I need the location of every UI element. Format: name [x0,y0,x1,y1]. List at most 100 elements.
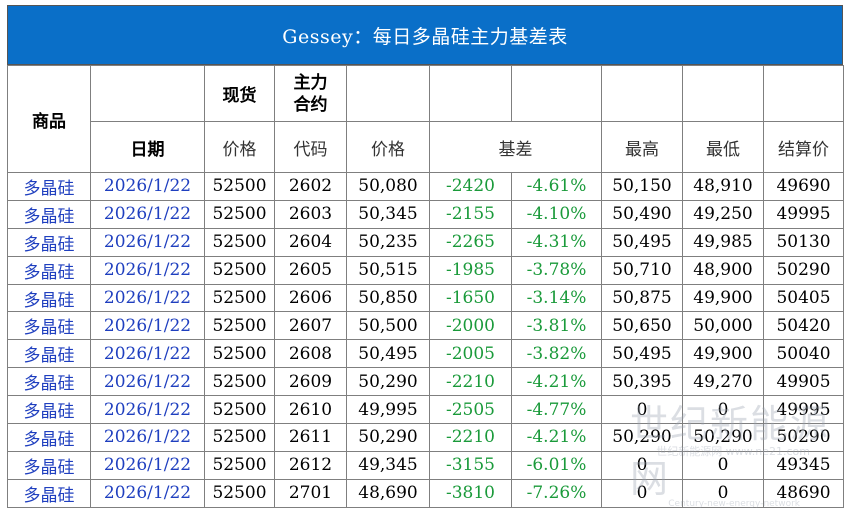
cell-date: 2026/1/22 [90,227,205,257]
cell-date: 2026/1/22 [90,478,205,508]
cell-spot: 52500 [204,450,275,480]
cell-low: 0 [682,450,764,480]
cell-high: 50,150 [601,172,683,201]
cell-basis: -3155 [429,450,512,480]
cell-spot: 52500 [204,199,275,229]
cell-date: 2026/1/22 [90,255,205,285]
cell-price: 50,345 [346,199,430,229]
cell-date: 2026/1/22 [90,423,205,452]
table-body: 多晶硅 2026/1/22 52500 2602 50,080 -2420 -4.61% 50… [7,172,844,508]
cell-high: 0 [601,450,683,480]
cell-code: 2607 [274,311,347,341]
cell-settle: 50290 [763,255,844,285]
cell-code: 2603 [274,199,347,229]
cell-settle: 49905 [763,367,844,397]
cell-date: 2026/1/22 [90,395,205,425]
cell-price: 50,500 [346,311,430,341]
cell-low: 49,985 [682,227,764,257]
cell-product: 多晶硅 [7,423,91,452]
header-row-top: 商品 现货 主力合约 [7,65,844,173]
cell-price: 49,995 [346,395,430,425]
header-high: 最高 [601,121,683,173]
cell-spot: 52500 [204,227,275,257]
cell-product: 多晶硅 [7,339,91,369]
cell-high: 0 [601,395,683,425]
cell-basis-pct: -6.01% [511,450,602,480]
header-main-contract: 主力合约 [274,65,347,122]
cell-low: 48,910 [682,172,764,201]
cell-code: 2610 [274,395,347,425]
cell-price: 50,850 [346,283,430,313]
cell-code: 2701 [274,478,347,508]
cell-high: 50,290 [601,423,683,452]
header-blank [682,65,764,122]
header-blank [90,65,205,122]
table-row: 多晶硅 2026/1/22 52500 2606 50,850 -1650 -3.14% 50… [7,283,844,313]
header-product: 商品 [7,65,91,173]
table-row: 多晶硅 2026/1/22 52500 2607 50,500 -2000 -3.81% 50… [7,311,844,341]
cell-product: 多晶硅 [7,283,91,313]
cell-basis: -2265 [429,227,512,257]
header-spot: 现货 [204,65,275,122]
cell-code: 2608 [274,339,347,369]
cell-product: 多晶硅 [7,395,91,425]
cell-settle: 48690 [763,478,844,508]
cell-settle: 49345 [763,450,844,480]
cell-high: 50,395 [601,367,683,397]
cell-code: 2602 [274,172,347,201]
header-settle: 结算价 [763,121,844,173]
cell-product: 多晶硅 [7,311,91,341]
table-row: 多晶硅 2026/1/22 52500 2605 50,515 -1985 -3.78% 50… [7,255,844,285]
cell-basis: -2000 [429,311,512,341]
cell-spot: 52500 [204,255,275,285]
cell-product: 多晶硅 [7,227,91,257]
cell-basis-pct: -7.26% [511,478,602,508]
cell-settle: 49690 [763,172,844,201]
cell-basis-pct: -4.21% [511,423,602,452]
header-low: 最低 [682,121,764,173]
cell-low: 49,270 [682,367,764,397]
cell-low: 0 [682,395,764,425]
basis-table: 商品 现货 主力合约 日期 价格 代码 价格 基差 最高 最低 结算价 多晶硅 2… [7,65,844,508]
cell-low: 0 [682,478,764,508]
cell-low: 49,900 [682,283,764,313]
cell-settle: 50040 [763,339,844,369]
cell-high: 50,875 [601,283,683,313]
cell-high: 0 [601,478,683,508]
cell-price: 50,290 [346,367,430,397]
cell-price: 50,495 [346,339,430,369]
cell-product: 多晶硅 [7,367,91,397]
header-price: 价格 [346,121,430,173]
cell-date: 2026/1/22 [90,199,205,229]
header-basis: 基差 [429,121,602,173]
cell-code: 2606 [274,283,347,313]
table-row: 多晶硅 2026/1/22 52500 2611 50,290 -2210 -4.21% 50… [7,423,844,452]
header-blank [601,65,683,122]
cell-spot: 52500 [204,172,275,201]
cell-basis: -1650 [429,283,512,313]
cell-product: 多晶硅 [7,478,91,508]
cell-date: 2026/1/22 [90,172,205,201]
table-title: Gessey：每日多晶硅主力基差表 [7,5,843,65]
cell-price: 48,690 [346,478,430,508]
cell-date: 2026/1/22 [90,450,205,480]
cell-basis: -2210 [429,367,512,397]
cell-spot: 52500 [204,367,275,397]
cell-date: 2026/1/22 [90,339,205,369]
cell-code: 2605 [274,255,347,285]
cell-settle: 50290 [763,423,844,452]
cell-settle: 49995 [763,199,844,229]
table-row: 多晶硅 2026/1/22 52500 2612 49,345 -3155 -6.01% 0 0… [7,450,844,480]
cell-price: 50,080 [346,172,430,201]
cell-spot: 52500 [204,395,275,425]
cell-low: 49,250 [682,199,764,229]
table-row: 多晶硅 2026/1/22 52500 2609 50,290 -2210 -4.21% 50… [7,367,844,397]
cell-basis: -1985 [429,255,512,285]
cell-product: 多晶硅 [7,255,91,285]
cell-product: 多晶硅 [7,172,91,201]
cell-settle: 50130 [763,227,844,257]
cell-basis-pct: -3.81% [511,311,602,341]
header-row-bottom: 日期 价格 代码 价格 基差 最高 最低 结算价 [8,121,844,173]
cell-low: 50,000 [682,311,764,341]
cell-product: 多晶硅 [7,199,91,229]
